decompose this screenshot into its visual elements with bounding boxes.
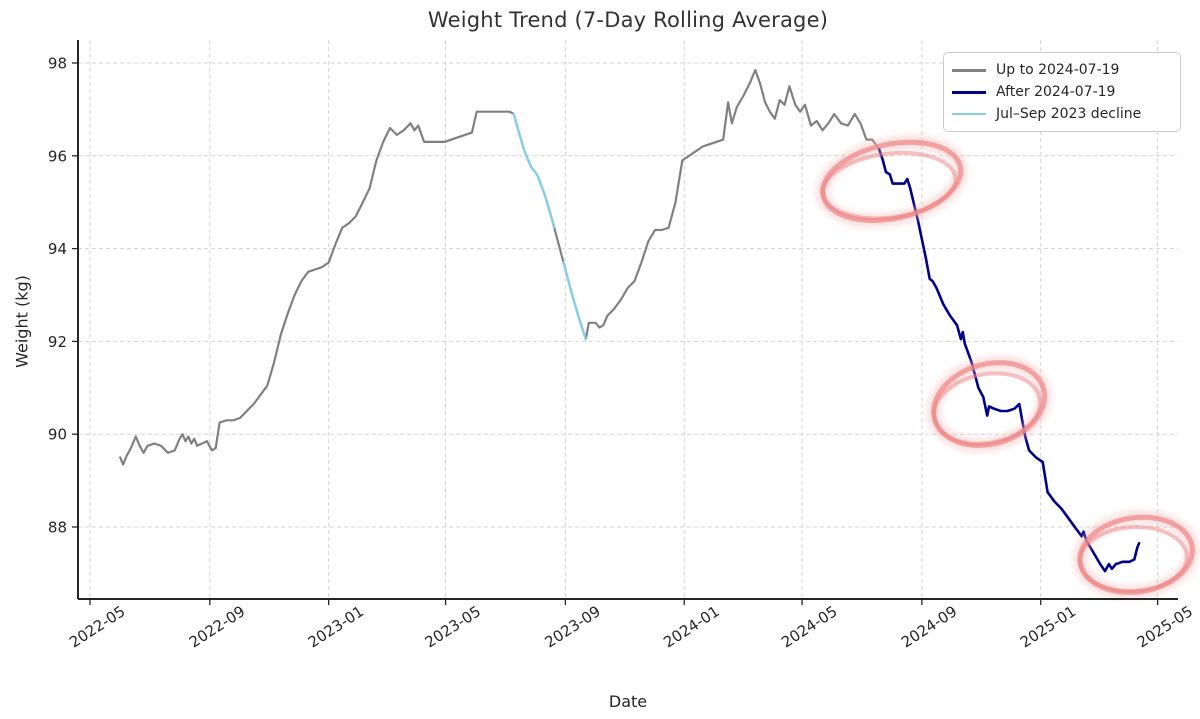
y-tick-label: 88	[48, 519, 67, 537]
legend-line-skyblue-icon	[952, 113, 986, 115]
legend-item-after: After 2024-07-19	[952, 84, 1170, 100]
x-tick-label: 2023-05	[422, 602, 484, 651]
y-tick-label: 92	[48, 333, 67, 351]
x-tick-label: 2023-01	[305, 602, 367, 651]
y-tick-label: 98	[48, 55, 67, 73]
axes-spines	[77, 40, 1178, 600]
legend-item-up-to: Up to 2024-07-19	[952, 62, 1170, 78]
x-axis-label: Date	[608, 692, 648, 711]
x-tick-label: 2024-09	[898, 602, 960, 651]
x-tick-label: 2022-09	[186, 602, 248, 651]
x-tick-label: 2023-09	[541, 602, 603, 651]
y-tick-label: 94	[48, 240, 67, 258]
x-tick-label: 2025-05	[1134, 602, 1196, 651]
tick-marks	[72, 62, 1159, 605]
series-line-jul-sep-2023-decline	[562, 261, 587, 341]
highlight-ellipse-3	[1073, 510, 1199, 599]
y-tick-label: 96	[48, 147, 67, 165]
chart-title: Weight Trend (7-Day Rolling Average)	[427, 8, 829, 32]
y-tick-label: 90	[48, 426, 67, 444]
x-tick-label: 2022-05	[66, 602, 128, 651]
legend-line-navy-icon	[952, 90, 986, 94]
x-tick-label: 2024-05	[778, 602, 840, 651]
x-tick-label: 2025-01	[1017, 602, 1079, 651]
series-lines	[119, 68, 1141, 573]
gridlines	[78, 40, 1178, 599]
series-line-up-to-2024-07-19	[119, 68, 881, 466]
series-line-jul-sep-2023-decline	[512, 112, 556, 229]
legend-item-decline: Jul–Sep 2023 decline	[952, 106, 1170, 122]
legend-line-gray-icon	[952, 68, 986, 72]
annotations	[816, 135, 1199, 599]
highlight-ellipse-1	[816, 135, 968, 227]
x-tick-label: 2024-01	[660, 602, 722, 651]
highlight-ellipse-2	[927, 356, 1052, 452]
y-axis-label: Weight (kg)	[12, 275, 32, 368]
tick-labels: 2022-05 2022-09 2023-01 2023-05 2023-09 2024-…	[48, 55, 1196, 652]
legend: Up to 2024-07-19 After 2024-07-19 Jul–Se…	[943, 52, 1181, 132]
